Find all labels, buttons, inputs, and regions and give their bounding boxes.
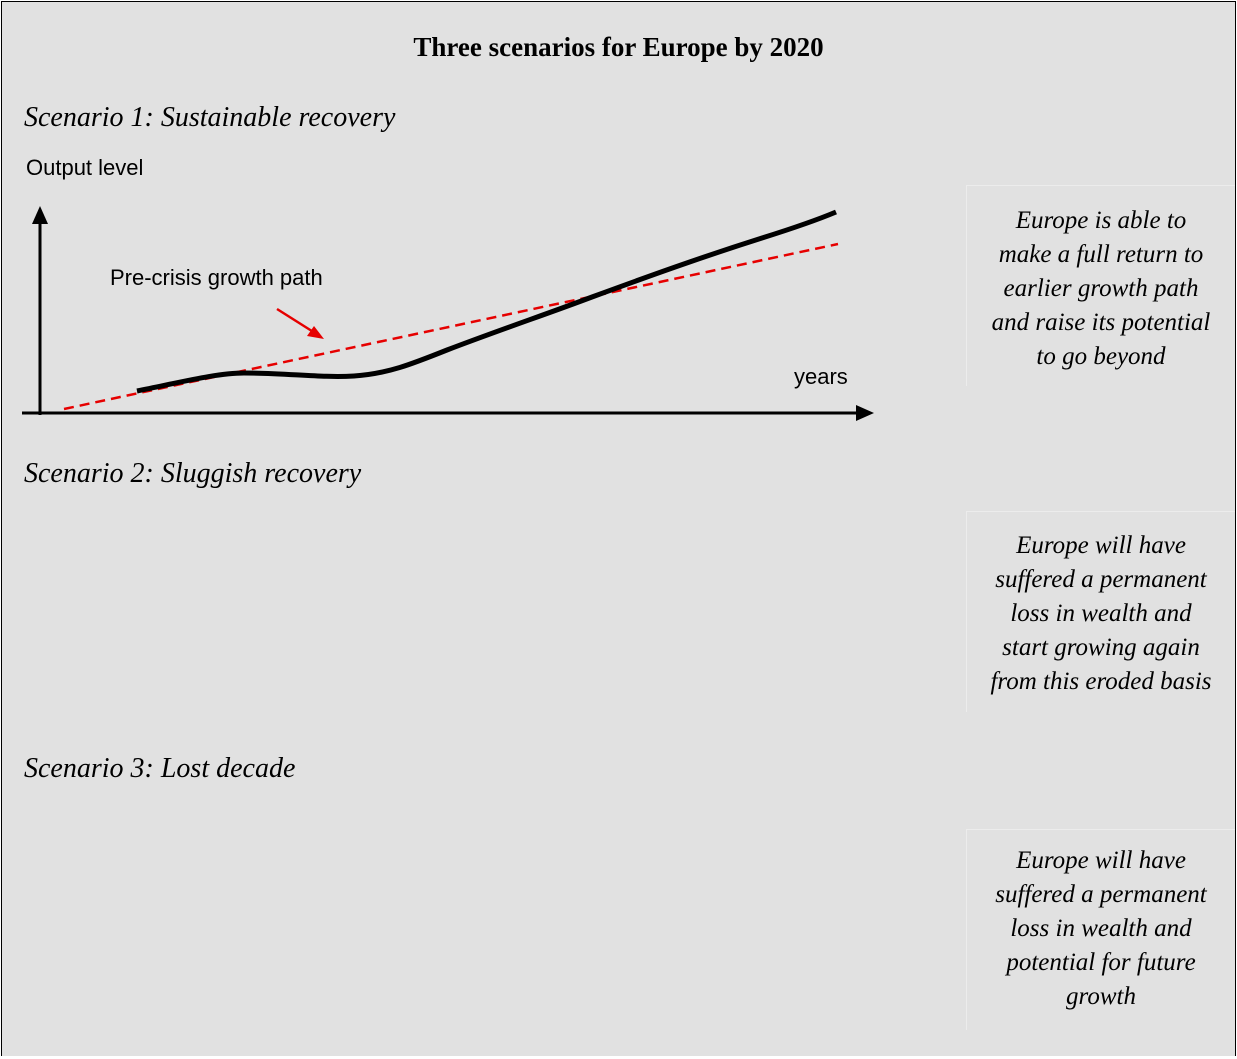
annotation-pointer-head [307,326,324,339]
y-axis-arrow [32,206,48,224]
scenario-3-desc-box [966,829,1235,1030]
scenario-1-desc-box [966,185,1235,386]
x-axis-arrow [856,405,874,421]
y-axis-label: Output level [26,155,144,180]
scenario-2-desc-box [966,511,1235,712]
trend-annotation: Pre-crisis growth path [110,265,323,290]
scenario-2-description: Europe will have suffered a permanent lo… [990,532,1212,695]
scenario-1-label: Scenario 1: Sustainable recovery [24,102,396,133]
scenario-1-chart [22,206,874,421]
scenario-3-description: Europe will have suffered a permanent lo… [995,847,1207,1010]
scenario-3-label: Scenario 3: Lost decade [24,753,296,784]
scenario-1-description: Europe is able to make a full return to … [991,207,1211,370]
annotation-pointer [276,307,316,335]
page-title: Three scenarios for Europe by 2020 [413,32,824,62]
x-axis-label: years [794,364,848,389]
actual-output-line [136,209,837,394]
scenario-2-label: Scenario 2: Sluggish recovery [24,458,362,489]
